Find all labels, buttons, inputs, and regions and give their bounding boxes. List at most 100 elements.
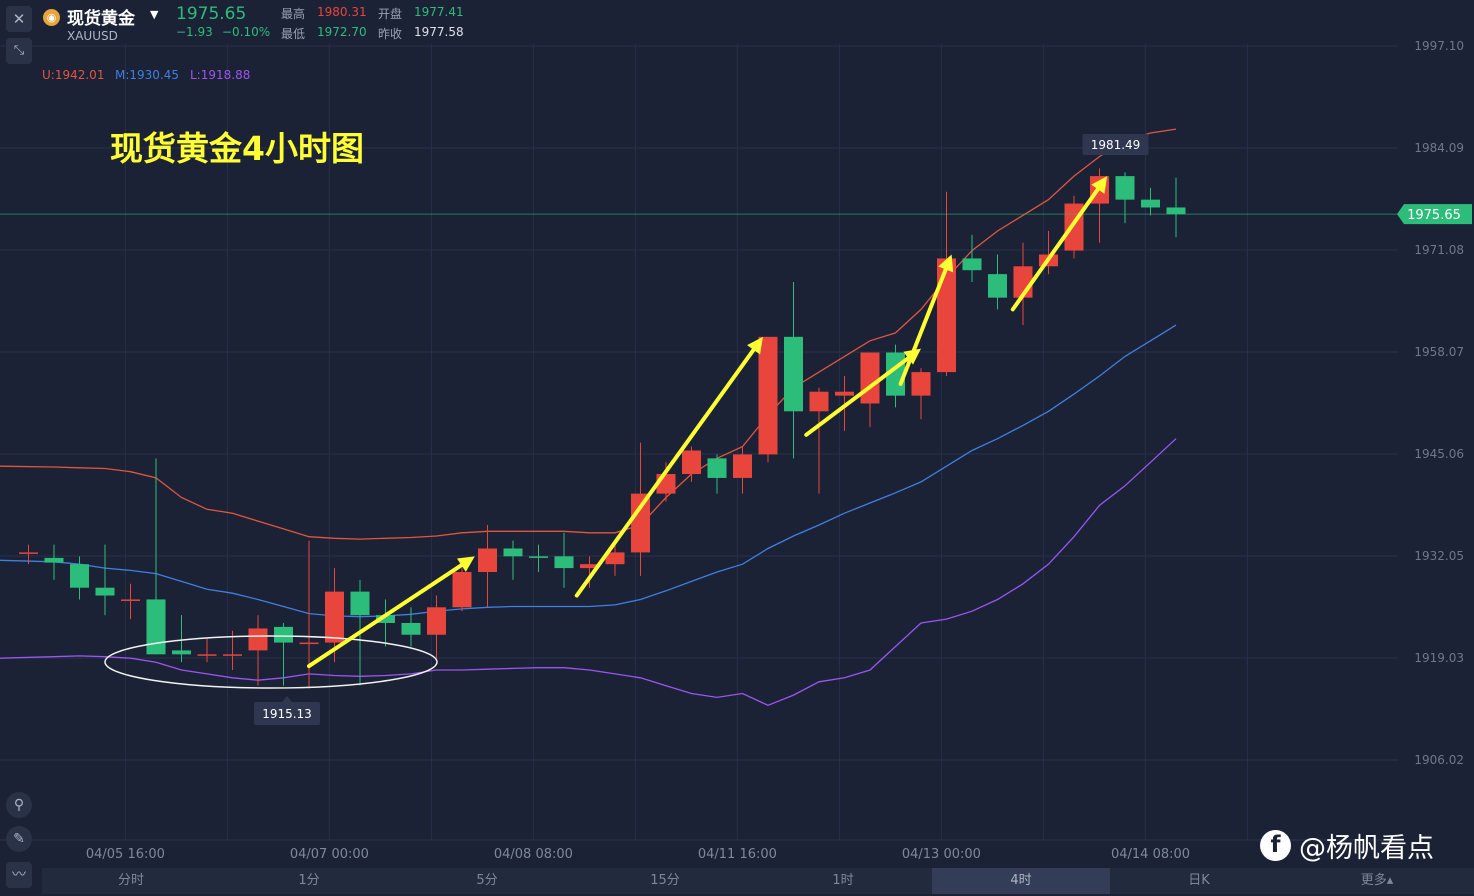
prev-close-value: 1977.58 bbox=[414, 25, 464, 39]
bollinger-bands bbox=[0, 128, 1177, 707]
tab-timeframe-6[interactable]: 4时 bbox=[932, 868, 1110, 894]
candle-body bbox=[146, 599, 166, 655]
candle bbox=[427, 595, 446, 659]
trend-arrow-shaft bbox=[898, 267, 948, 386]
candle-body bbox=[44, 557, 64, 563]
candle bbox=[962, 234, 982, 282]
prev-close-label: 昨收 bbox=[378, 27, 403, 41]
candle bbox=[325, 568, 344, 663]
boll-upper-value: U:1942.01 bbox=[42, 68, 105, 82]
chart-grid bbox=[0, 44, 1398, 841]
trend-arrow-shaft bbox=[1010, 187, 1100, 312]
middle-band-line bbox=[0, 324, 1177, 618]
symbol-name[interactable]: 现货黄金 bbox=[67, 9, 135, 29]
line-chart-icon[interactable]: 〰 bbox=[6, 862, 32, 888]
price-change: −1.93 bbox=[176, 25, 213, 39]
candle bbox=[911, 368, 931, 420]
trend-arrow bbox=[898, 254, 954, 386]
open-value: 1977.41 bbox=[414, 5, 464, 19]
max-price-label: 1981.49 bbox=[1091, 138, 1141, 152]
candle-body bbox=[962, 258, 982, 271]
x-tick-label: 04/05 16:00 bbox=[86, 847, 165, 862]
y-tick-label: 1945.06 bbox=[1414, 447, 1464, 461]
min-price-callout bbox=[254, 702, 320, 725]
last-price-tag-label: 1975.65 bbox=[1407, 208, 1461, 223]
min-price-label: 1915.13 bbox=[262, 707, 312, 721]
candle bbox=[835, 376, 854, 431]
candle-body bbox=[835, 391, 854, 396]
candle-body bbox=[733, 454, 752, 478]
tab-timeframe-3[interactable]: 5分 bbox=[476, 873, 498, 888]
candle-body bbox=[299, 642, 319, 645]
gold-symbol-icon: ◉ bbox=[43, 9, 60, 26]
x-tick-label: 04/07 00:00 bbox=[290, 847, 369, 862]
candle bbox=[1115, 172, 1135, 224]
watermark: f @杨帆看点 bbox=[1260, 826, 1434, 865]
candle bbox=[121, 583, 140, 620]
candle bbox=[248, 615, 268, 686]
y-tick-label: 1919.03 bbox=[1414, 651, 1464, 665]
candle-body bbox=[427, 607, 446, 635]
tab-timeframe-2[interactable]: 1分 bbox=[298, 873, 320, 888]
price-change-pct: −0.10% bbox=[222, 25, 271, 39]
candle-body bbox=[274, 626, 293, 643]
trend-arrow-shaft bbox=[804, 356, 911, 437]
trend-arrow bbox=[574, 336, 763, 598]
candle bbox=[707, 454, 727, 494]
candle-body bbox=[580, 564, 599, 569]
candle-body bbox=[197, 654, 217, 656]
candle bbox=[503, 540, 523, 580]
watermark-text: @杨帆看点 bbox=[1299, 833, 1434, 864]
tab-timeframe-1[interactable]: 分时 bbox=[117, 873, 144, 888]
candle-body bbox=[1166, 207, 1186, 215]
candle bbox=[44, 544, 64, 580]
candle-body bbox=[248, 628, 268, 651]
candle bbox=[809, 387, 829, 494]
trend-arrow-head bbox=[747, 336, 763, 355]
y-tick-label: 1971.08 bbox=[1414, 243, 1464, 257]
candle bbox=[172, 615, 191, 663]
candle-body bbox=[631, 493, 650, 553]
candle-body bbox=[554, 556, 574, 569]
candle bbox=[1166, 177, 1186, 238]
draw-tool-icon[interactable]: ✎ bbox=[6, 826, 32, 852]
high-value: 1980.31 bbox=[317, 5, 367, 19]
tab-timeframe-5[interactable]: 1时 bbox=[832, 873, 854, 888]
weibo-logo-icon: f bbox=[1260, 830, 1291, 861]
trend-arrow-shaft bbox=[307, 563, 464, 669]
boll-lower-value: L:1918.88 bbox=[190, 68, 251, 82]
close-icon[interactable]: ✕ bbox=[6, 6, 32, 32]
trend-arrow-head bbox=[1091, 176, 1108, 194]
collapse-icon[interactable]: ⤡ bbox=[6, 38, 32, 64]
candle-body bbox=[95, 587, 115, 596]
candle-body bbox=[809, 391, 829, 412]
candle bbox=[580, 556, 599, 588]
tab-timeframe-4[interactable]: 15分 bbox=[650, 873, 680, 888]
chevron-down-icon[interactable]: ▼ bbox=[150, 8, 159, 21]
trend-arrow-head bbox=[938, 254, 954, 273]
candle bbox=[605, 544, 625, 576]
lower-band-line bbox=[0, 438, 1177, 707]
y-tick-label: 1997.10 bbox=[1414, 39, 1464, 53]
tab-timeframe-7[interactable]: 日K bbox=[1188, 873, 1210, 888]
trend-arrow bbox=[307, 556, 475, 669]
indicator-icon[interactable]: ⚲ bbox=[6, 792, 32, 818]
low-value: 1972.70 bbox=[317, 25, 367, 39]
candle-body bbox=[937, 258, 956, 373]
candle-body bbox=[605, 552, 625, 565]
candle-body bbox=[1115, 176, 1135, 200]
open-label: 开盘 bbox=[378, 7, 403, 21]
symbol-code: XAUUSD bbox=[67, 29, 118, 43]
candle bbox=[733, 446, 752, 494]
min-price-callout-pointer bbox=[282, 696, 292, 702]
candle-body bbox=[707, 458, 727, 478]
candle bbox=[376, 599, 395, 647]
candle-body bbox=[503, 548, 523, 557]
chart-caption: 现货黄金4小时图 bbox=[110, 129, 364, 168]
y-tick-label: 1984.09 bbox=[1414, 141, 1464, 155]
candle bbox=[95, 544, 115, 616]
x-tick-label: 04/08 08:00 bbox=[494, 847, 573, 862]
candle bbox=[478, 524, 497, 608]
tab-more[interactable]: 更多▴ bbox=[1360, 873, 1394, 888]
